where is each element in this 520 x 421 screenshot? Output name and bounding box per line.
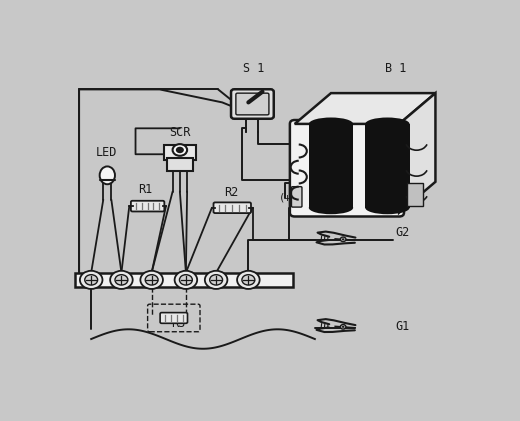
Ellipse shape <box>365 117 410 131</box>
FancyBboxPatch shape <box>163 145 196 160</box>
FancyBboxPatch shape <box>292 187 302 207</box>
Circle shape <box>110 271 133 289</box>
Text: R3: R3 <box>172 317 186 330</box>
Text: G2: G2 <box>395 226 410 239</box>
Ellipse shape <box>309 117 353 131</box>
Bar <box>309 124 353 208</box>
FancyBboxPatch shape <box>231 89 274 119</box>
FancyBboxPatch shape <box>167 158 193 171</box>
Circle shape <box>80 271 102 289</box>
Circle shape <box>342 238 344 240</box>
Circle shape <box>173 144 187 156</box>
Circle shape <box>179 274 192 285</box>
Circle shape <box>145 274 158 285</box>
Text: R1: R1 <box>138 183 152 196</box>
Text: SCR: SCR <box>170 126 191 139</box>
Circle shape <box>205 271 227 289</box>
Circle shape <box>340 325 346 329</box>
Bar <box>365 124 410 208</box>
Bar <box>75 272 293 287</box>
FancyBboxPatch shape <box>236 93 269 115</box>
Text: S 1: S 1 <box>242 62 264 75</box>
FancyBboxPatch shape <box>131 201 164 211</box>
Circle shape <box>175 271 197 289</box>
Circle shape <box>340 237 346 242</box>
Circle shape <box>210 274 223 285</box>
Circle shape <box>342 326 344 328</box>
Polygon shape <box>295 93 435 124</box>
Circle shape <box>242 274 255 285</box>
Circle shape <box>85 274 98 285</box>
FancyBboxPatch shape <box>214 203 251 213</box>
FancyBboxPatch shape <box>290 120 404 216</box>
Ellipse shape <box>365 201 410 214</box>
Ellipse shape <box>100 166 115 184</box>
Text: G1: G1 <box>395 320 410 333</box>
Text: LED: LED <box>96 146 117 159</box>
Circle shape <box>115 274 128 285</box>
Text: B 1: B 1 <box>385 62 406 75</box>
Circle shape <box>176 147 184 153</box>
Bar <box>407 184 423 206</box>
FancyBboxPatch shape <box>160 313 188 323</box>
Circle shape <box>237 271 259 289</box>
Text: (+): (+) <box>279 192 298 202</box>
Ellipse shape <box>309 201 353 214</box>
Polygon shape <box>399 93 435 213</box>
Circle shape <box>140 271 163 289</box>
Text: R2: R2 <box>224 186 238 199</box>
